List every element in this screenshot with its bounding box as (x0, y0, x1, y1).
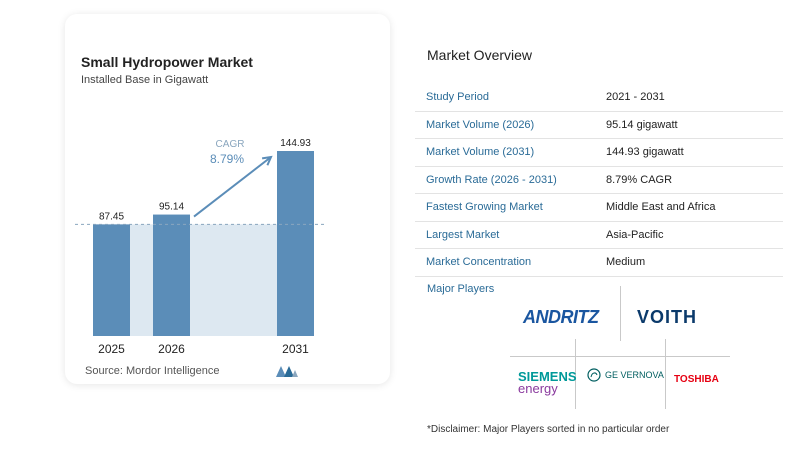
siemens-energy-logo: SIEMENS energy (518, 369, 577, 396)
table-row: Market Volume (2031) 144.93 gigawatt (415, 138, 783, 167)
row-value: Middle East and Africa (592, 193, 783, 222)
overview-title: Market Overview (427, 47, 533, 63)
bar-2025 (93, 224, 130, 336)
table-row: Largest Market Asia-Pacific (415, 221, 783, 249)
major-players-title: Major Players (427, 283, 495, 295)
bar-2031 (277, 151, 314, 336)
divider (575, 339, 576, 409)
table-row: Market Concentration Medium (415, 248, 783, 277)
overview-table: Study Period 2021 - 2031 Market Volume (2… (415, 84, 783, 277)
toshiba-logo: TOSHIBA (674, 374, 719, 385)
andritz-logo: ANDRITZ (523, 307, 599, 327)
row-key: Market Concentration (415, 248, 592, 277)
row-value: Asia-Pacific (592, 221, 783, 249)
x-tick-label: 2025 (98, 342, 125, 356)
table-row: Study Period 2021 - 2031 (415, 84, 783, 112)
x-tick-label: 2026 (158, 342, 185, 356)
cagr-value: 8.79% (210, 152, 244, 166)
row-value: 8.79% CAGR (592, 166, 783, 194)
chart-title: Small Hydropower Market (81, 54, 253, 70)
divider (665, 339, 666, 409)
market-overview-panel: Market Overview Study Period 2021 - 2031 … (415, 0, 800, 459)
row-key: Fastest Growing Market (415, 193, 592, 222)
mordor-logo-icon (276, 366, 298, 377)
disclaimer: *Disclaimer: Major Players sorted in no … (427, 424, 670, 435)
ge-vernova-logo: GE VERNOVA (587, 368, 664, 382)
data-label: 95.14 (159, 202, 184, 213)
divider (510, 356, 730, 357)
cagr-arrow-head (261, 155, 273, 166)
siemens-logo-line2: energy (518, 381, 558, 396)
row-key: Largest Market (415, 221, 592, 249)
major-players-logos: ANDRITZ VOITH SIEMENS energy GE VERNOVA … (415, 283, 800, 413)
bar-chart: 87.45 2025 95.14 2026 144.93 2031 CAGR 8.79% (75, 138, 327, 356)
ge-logo-text: GE VERNOVA (605, 370, 664, 380)
chart-subtitle: Installed Base in Gigawatt (81, 74, 209, 86)
row-key: Study Period (415, 84, 592, 112)
row-value: 95.14 gigawatt (592, 111, 783, 139)
data-label: 87.45 (99, 211, 124, 222)
ge-monogram-icon (587, 368, 601, 382)
row-key: Growth Rate (2026 - 2031) (415, 166, 592, 194)
divider (620, 286, 621, 341)
row-value: 144.93 gigawatt (592, 138, 783, 167)
voith-logo: VOITH (637, 307, 698, 327)
row-key: Market Volume (2031) (415, 138, 592, 167)
table-row: Growth Rate (2026 - 2031) 8.79% CAGR (415, 166, 783, 194)
table-row: Market Volume (2026) 95.14 gigawatt (415, 111, 783, 139)
source-text: Source: Mordor Intelligence (85, 365, 220, 377)
row-value: Medium (592, 248, 783, 277)
row-value: 2021 - 2031 (592, 84, 783, 112)
cagr-arrow (193, 156, 272, 218)
x-tick-label: 2031 (282, 342, 309, 356)
growth-band (190, 224, 277, 336)
bar-2026 (153, 214, 190, 336)
growth-band (130, 224, 153, 336)
chart-card: Small Hydropower Market Installed Base i… (65, 14, 390, 384)
data-label: 144.93 (280, 138, 311, 149)
row-key: Market Volume (2026) (415, 111, 592, 139)
cagr-label: CAGR (216, 139, 245, 150)
table-row: Fastest Growing Market Middle East and Af… (415, 193, 783, 222)
siemens-logo-line1: SIEMENS (518, 369, 577, 384)
